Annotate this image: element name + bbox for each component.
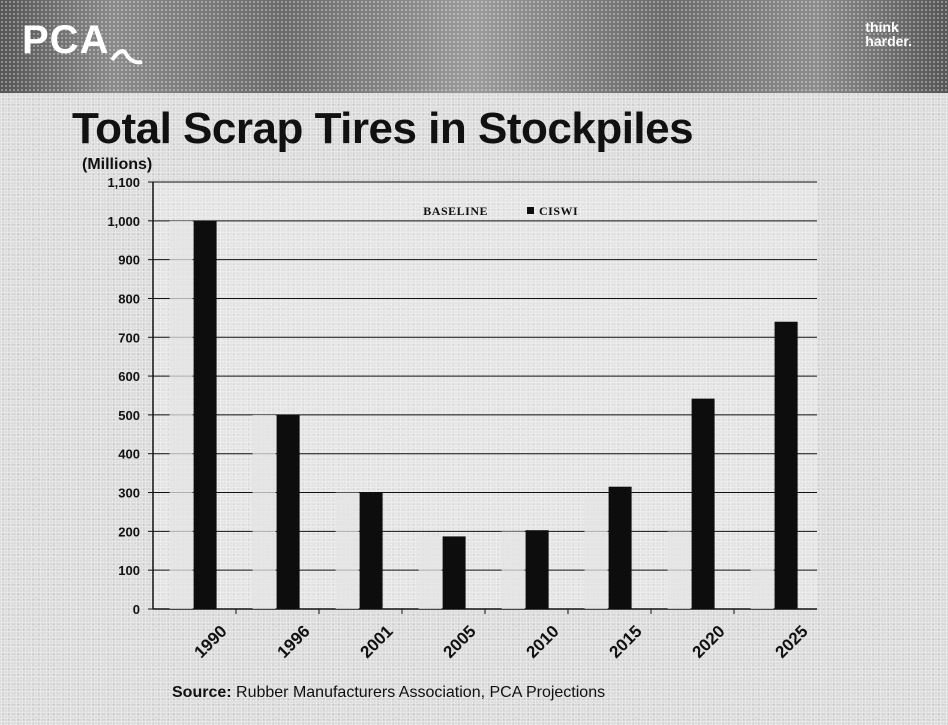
bar-ciswi [608,486,632,609]
y-tick-label: 400 [118,447,140,462]
x-tick-label: 2015 [605,622,645,662]
x-tick-label: 2010 [522,622,562,662]
bar-ciswi [774,321,798,609]
bar-baseline [501,531,525,609]
x-tick-label: 2001 [356,622,396,662]
y-tick-label: 700 [118,330,140,345]
bar-ciswi [193,220,217,609]
header-banner: PCA think harder. [0,0,948,93]
y-tick-label: 0 [133,602,140,617]
bar-ciswi [525,530,549,609]
bar-baseline [418,535,442,609]
x-tick-label: 1996 [273,622,313,662]
bar-baseline [252,414,276,609]
slide-title: Total Scrap Tires in Stockpiles [72,104,694,153]
bar-baseline [584,496,608,609]
x-tick-label: 1990 [190,622,230,662]
units-label: (Millions) [82,156,153,173]
pca-logo: PCA [22,18,143,65]
tagline-line1: think [865,19,899,35]
x-tick-label: 2005 [439,622,479,662]
bar-ciswi [691,398,715,609]
y-tick-label: 100 [118,563,140,578]
tagline-line2: harder. [865,33,912,49]
bar-ciswi [276,414,300,609]
logo-swoosh-icon [110,49,143,65]
bar-baseline [335,492,359,609]
logo-text: PCA [22,18,110,62]
bar-baseline [169,220,193,609]
y-tick-label: 900 [118,253,140,268]
source-note: Source: Rubber Manufacturers Association… [172,684,605,702]
y-tick-label: 300 [118,486,140,501]
y-tick-label: 800 [118,291,140,306]
legend-swatch-ciswi [527,207,534,214]
y-tick-label: 1,000 [107,214,140,229]
source-label: Source: [172,684,232,701]
y-tick-label: 1,100 [107,175,140,190]
y-tick-label: 500 [118,408,140,423]
bar-ciswi [442,536,466,609]
x-tick-label: 2020 [688,622,728,662]
y-tick-label: 200 [118,524,140,539]
bar-baseline [750,566,774,609]
bar-ciswi [359,492,383,609]
source-text: Rubber Manufacturers Association, PCA Pr… [231,684,606,701]
y-tick-label: 600 [118,369,140,384]
legend-label-ciswi: CISWI [539,204,578,218]
x-tick-label: 2025 [771,622,811,662]
bar-baseline [667,531,691,609]
tagline: think harder. [865,20,912,48]
legend-label-baseline: BASELINE [423,204,488,218]
